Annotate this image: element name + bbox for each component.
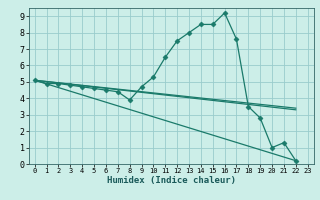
X-axis label: Humidex (Indice chaleur): Humidex (Indice chaleur)	[107, 176, 236, 185]
